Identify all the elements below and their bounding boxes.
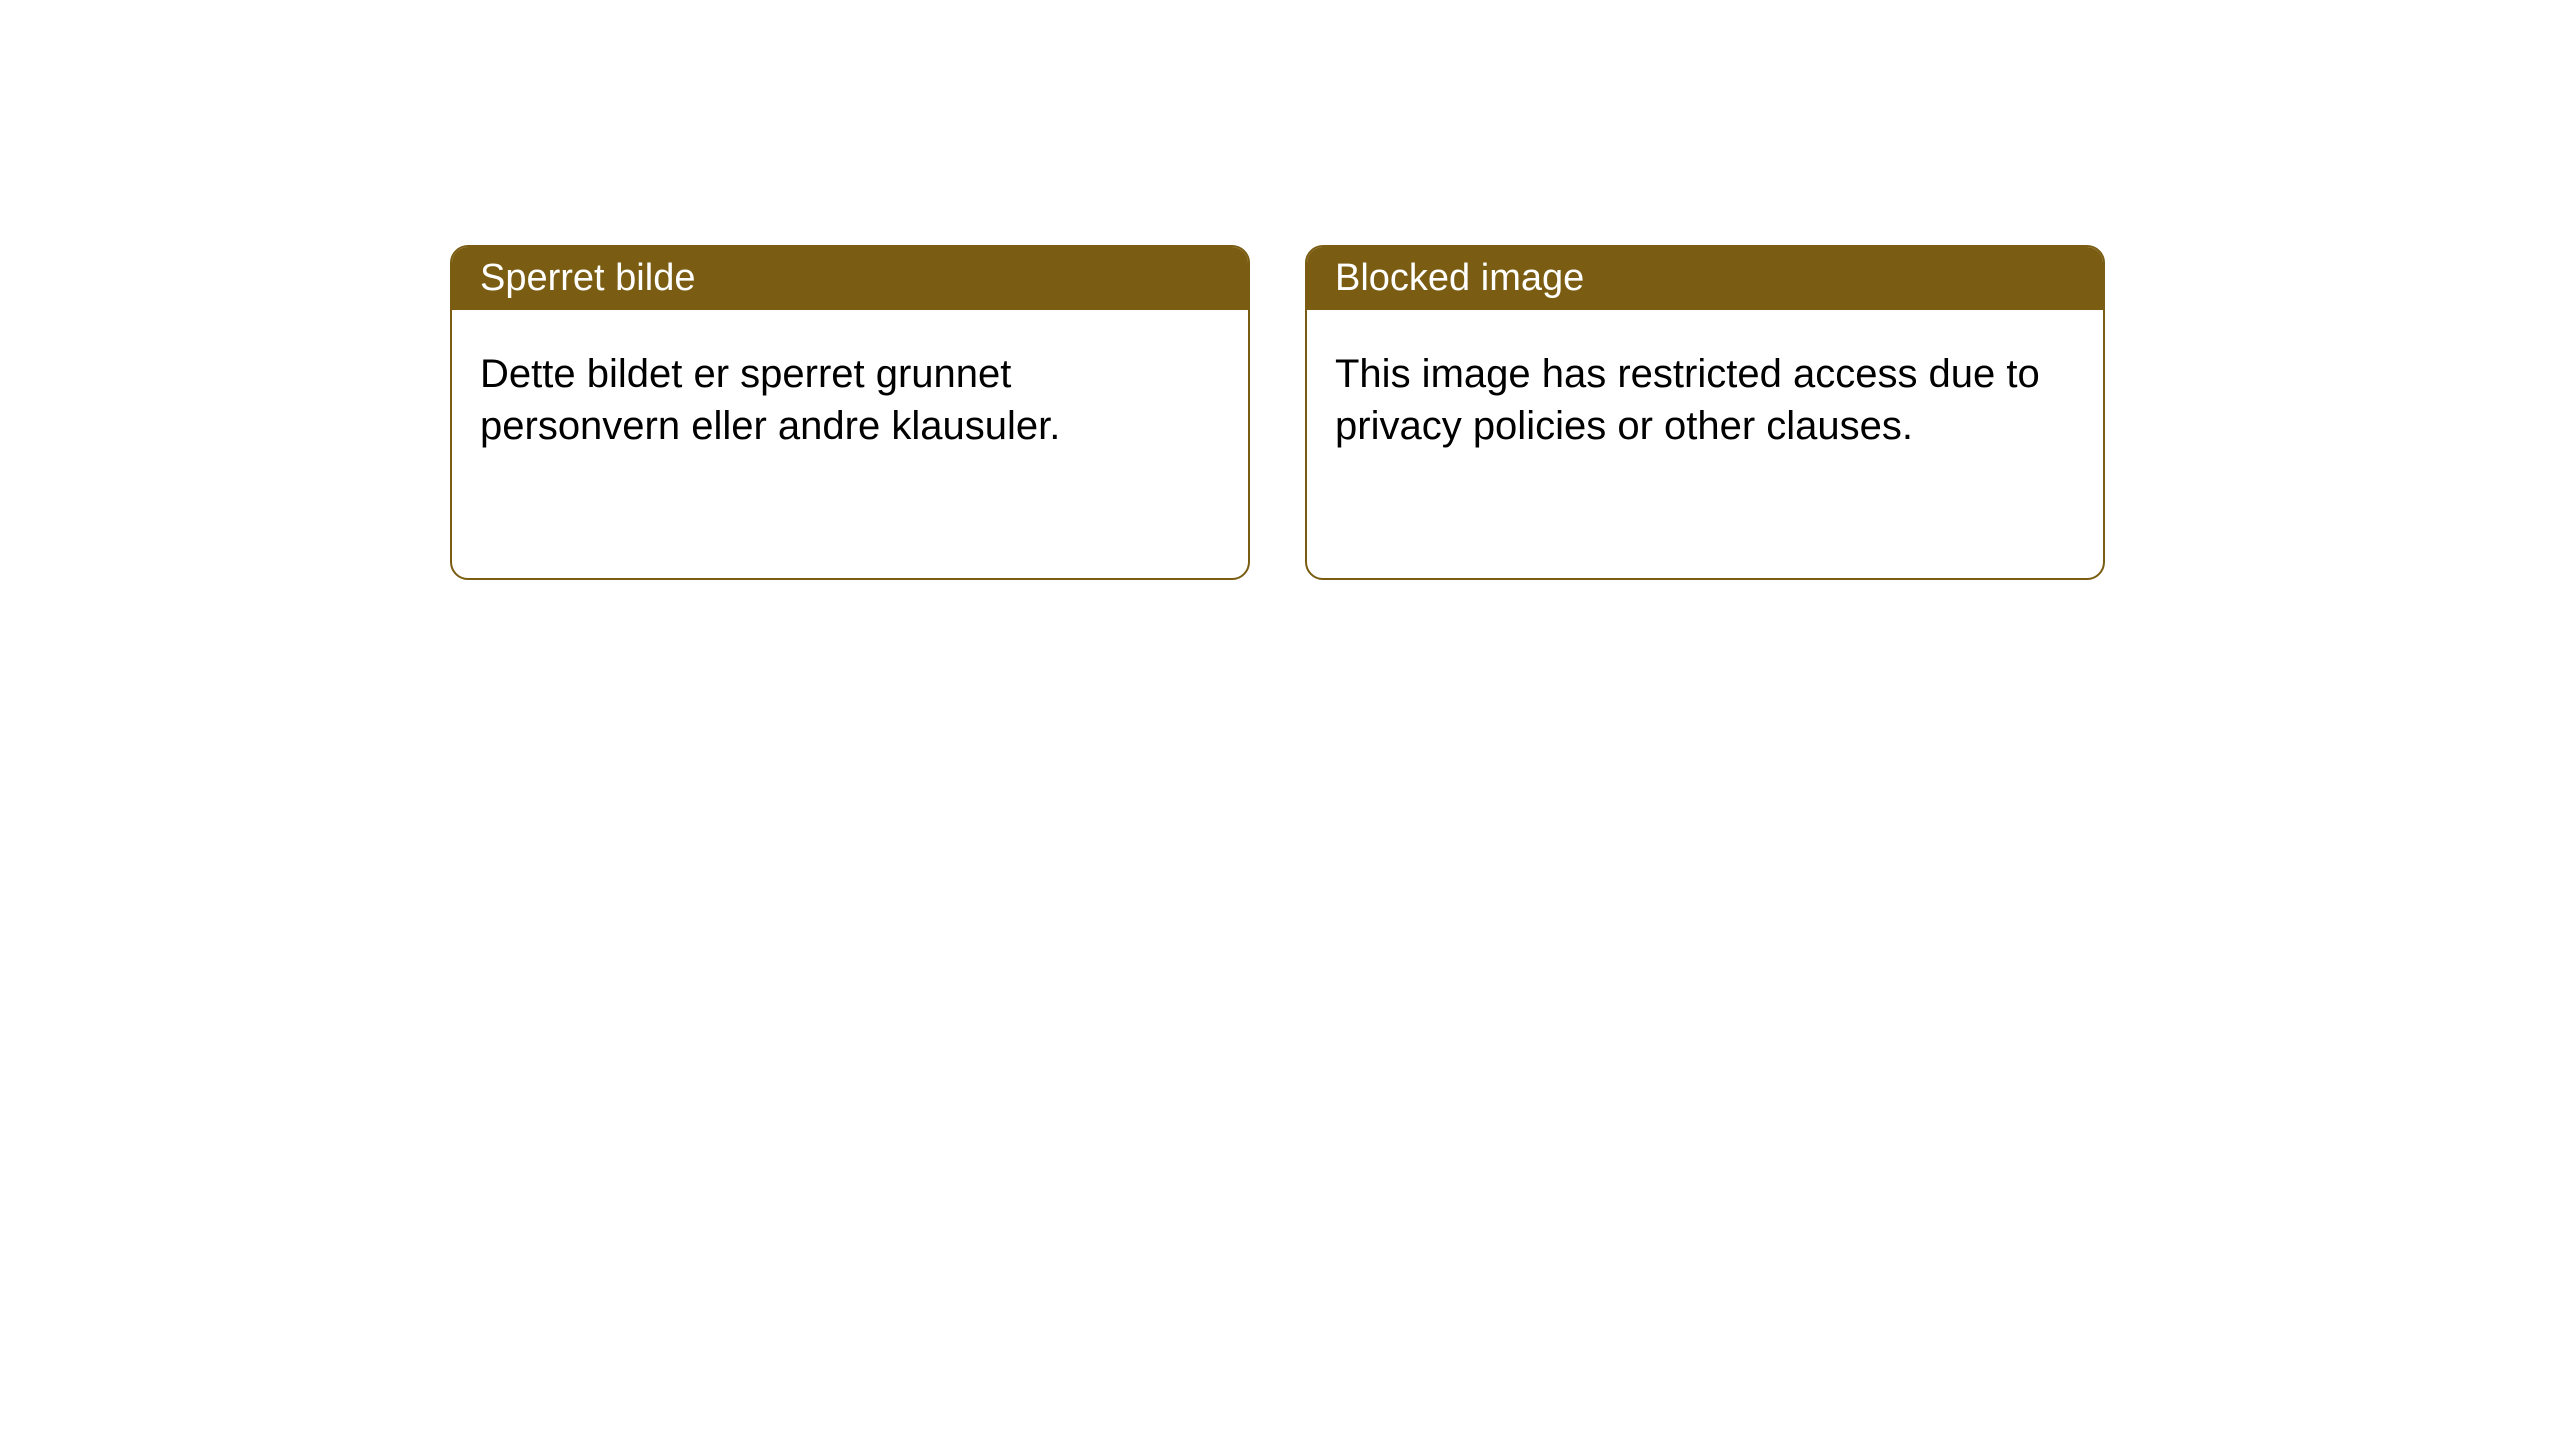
- notice-header: Sperret bilde: [452, 247, 1248, 310]
- notice-title: Sperret bilde: [480, 257, 695, 299]
- notice-text: This image has restricted access due to …: [1335, 352, 2040, 448]
- notice-header: Blocked image: [1307, 247, 2103, 310]
- notice-box-english: Blocked image This image has restricted …: [1305, 245, 2105, 580]
- notice-box-norwegian: Sperret bilde Dette bildet er sperret gr…: [450, 245, 1250, 580]
- notice-title: Blocked image: [1335, 257, 1584, 299]
- notice-body: This image has restricted access due to …: [1307, 310, 2103, 490]
- notice-container: Sperret bilde Dette bildet er sperret gr…: [450, 245, 2105, 580]
- notice-body: Dette bildet er sperret grunnet personve…: [452, 310, 1248, 490]
- notice-text: Dette bildet er sperret grunnet personve…: [480, 352, 1060, 448]
